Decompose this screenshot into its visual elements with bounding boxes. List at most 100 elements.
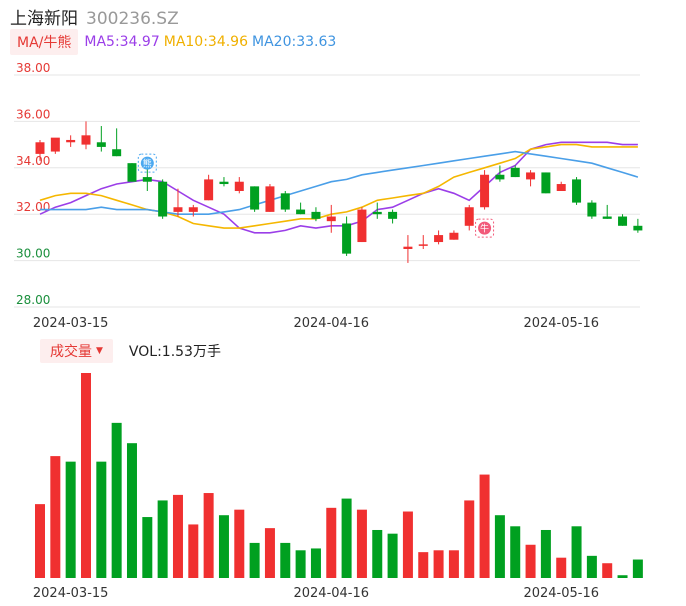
candle-body (112, 149, 122, 157)
candle-body (204, 179, 214, 201)
volume-indicator-button[interactable]: 成交量 ▼ (40, 339, 113, 363)
volume-bar (494, 515, 505, 578)
ma20-label: MA20:33.63 (252, 34, 337, 50)
volume-bar (418, 552, 429, 578)
marker-frame (137, 153, 157, 173)
marker-label: 熊 (143, 158, 152, 170)
candle-body (434, 235, 444, 243)
candle-body (480, 174, 490, 208)
y-tick-label: 30.00 (16, 247, 50, 261)
bull-marker-icon (478, 221, 492, 235)
candle-body (342, 223, 352, 254)
candle-body (541, 172, 551, 194)
volume-bar (96, 461, 107, 578)
candle-body (142, 177, 152, 182)
candle-body (357, 209, 367, 243)
candle-body (618, 216, 628, 226)
candle-body (35, 142, 45, 154)
y-tick-label: 34.00 (16, 154, 50, 168)
volume-bar (295, 550, 306, 578)
volume-bar (586, 555, 597, 578)
candle-body (372, 211, 382, 215)
y-tick-label: 36.00 (16, 107, 50, 121)
price-x-tick-label: 2024-04-16 (293, 316, 369, 331)
volume-bar (65, 461, 76, 578)
volume-legend: 成交量 ▼ VOL:1.53万手 (40, 339, 221, 363)
volume-bar (571, 526, 582, 578)
stock-name: 上海新阳 (10, 9, 78, 29)
candle-body (572, 179, 582, 203)
candle-body (158, 181, 168, 217)
volume-bar (218, 515, 229, 578)
volume-x-tick-label: 2024-05-16 (523, 586, 599, 601)
volume-bar (188, 524, 199, 578)
volume-bar (356, 509, 367, 578)
volume-bar (402, 511, 413, 578)
volume-bar (50, 456, 61, 578)
volume-bar (632, 559, 643, 578)
candle-body (280, 193, 290, 210)
volume-bar (80, 373, 91, 578)
candle-body (495, 174, 505, 180)
ma-line-ma5 (39, 141, 638, 234)
price-x-tick-label: 2024-05-16 (523, 316, 599, 331)
volume-bar (556, 557, 567, 578)
ma5-label: MA5:34.97 (84, 34, 160, 50)
ma-line-ma20 (40, 150, 639, 215)
volume-bar (602, 563, 613, 578)
marker-frame (475, 218, 495, 238)
bear-marker-icon (140, 156, 154, 170)
stock-code: 300236.SZ (86, 9, 179, 29)
candle-body (296, 209, 306, 215)
volume-bar (464, 500, 475, 578)
volume-bar (249, 542, 260, 578)
volume-x-tick-label: 2024-03-15 (33, 586, 109, 601)
candle-body (526, 172, 536, 180)
volume-bar (157, 500, 168, 578)
caret-down-icon: ▼ (96, 346, 103, 356)
candle-body (188, 207, 198, 212)
volume-bar (617, 575, 628, 578)
volume-bar (142, 517, 153, 578)
volume-bar (525, 544, 536, 578)
candle-body (633, 225, 643, 231)
volume-bar (126, 443, 137, 578)
volume-bar (433, 550, 444, 578)
volume-bar (111, 422, 122, 578)
candle-body (127, 163, 137, 182)
volume-value: VOL:1.53万手 (128, 344, 221, 360)
volume-bar (280, 542, 291, 578)
volume-bar (372, 529, 383, 578)
volume-bar (479, 474, 490, 578)
candle-body (510, 167, 520, 178)
volume-bar (35, 504, 45, 578)
volume-bar (172, 494, 183, 578)
volume-bar (510, 526, 521, 578)
volume-bar (448, 550, 459, 578)
volume-bar (203, 493, 214, 578)
volume-bar (264, 528, 275, 578)
ma-legend: MA/牛熊 MA5:34.97 MA10:34.96 MA20:33.63 (10, 29, 340, 55)
candle-body (587, 202, 597, 217)
candle-body (96, 142, 106, 147)
candle-body (556, 184, 566, 191)
candle-body (234, 181, 244, 191)
candle-body (602, 216, 612, 219)
candle-body (418, 244, 428, 246)
volume-bar (540, 529, 551, 578)
candle-body (50, 137, 60, 152)
ma10-label: MA10:34.96 (163, 34, 249, 50)
title-row: 上海新阳 300236.SZ (10, 4, 179, 29)
volume-bar (341, 498, 352, 578)
candle-body (81, 135, 91, 145)
ma-mode-button[interactable]: MA/牛熊 (10, 29, 79, 55)
candle-body (464, 207, 474, 226)
candle-body (403, 246, 413, 249)
candle-body (265, 186, 275, 212)
marker-label: 牛 (480, 223, 489, 235)
candle-body (66, 139, 76, 143)
y-tick-label: 28.00 (16, 293, 50, 307)
candle-body (326, 216, 336, 222)
volume-bar (326, 507, 337, 578)
